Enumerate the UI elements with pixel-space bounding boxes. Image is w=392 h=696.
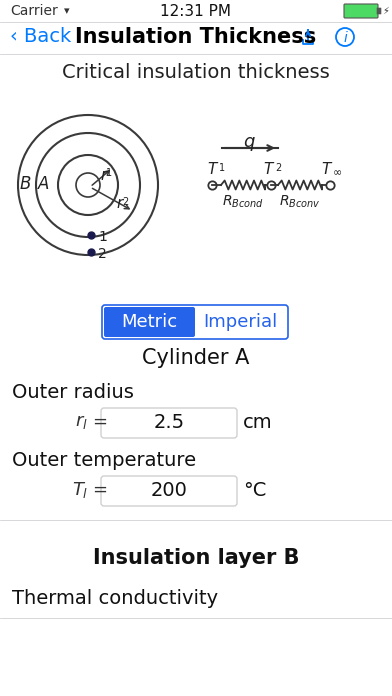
Text: 2: 2 (122, 197, 128, 207)
Text: q: q (243, 133, 255, 151)
Text: r: r (100, 168, 106, 182)
Text: =: = (92, 413, 107, 431)
Text: T: T (321, 162, 331, 177)
Text: ‹ Back: ‹ Back (10, 28, 71, 47)
Text: 2: 2 (275, 163, 281, 173)
Text: Carrier: Carrier (10, 4, 58, 18)
Text: Thermal conductivity: Thermal conductivity (12, 589, 218, 608)
Text: i: i (343, 31, 347, 45)
Text: Insulation layer B: Insulation layer B (93, 548, 299, 568)
FancyBboxPatch shape (101, 476, 237, 506)
Text: B: B (19, 175, 31, 193)
FancyBboxPatch shape (377, 8, 381, 15)
FancyBboxPatch shape (104, 307, 195, 337)
Text: Outer radius: Outer radius (12, 383, 134, 402)
Text: r: r (116, 196, 122, 210)
Text: ▾: ▾ (64, 6, 70, 16)
Text: $r_l$: $r_l$ (75, 413, 88, 431)
FancyBboxPatch shape (344, 4, 378, 18)
Text: °C: °C (243, 482, 267, 500)
Text: ⚡: ⚡ (382, 6, 389, 16)
Text: Metric: Metric (121, 313, 177, 331)
Text: $R_{Bconv}$: $R_{Bconv}$ (279, 193, 321, 210)
Text: Insulation Thickness: Insulation Thickness (75, 27, 317, 47)
Text: cm: cm (243, 413, 272, 432)
Text: $R_{Bcond}$: $R_{Bcond}$ (222, 193, 264, 210)
Text: 1: 1 (98, 230, 107, 244)
Text: 2: 2 (98, 247, 107, 261)
Text: T: T (263, 162, 273, 177)
Text: Outer temperature: Outer temperature (12, 450, 196, 470)
Text: Cylinder A: Cylinder A (142, 348, 250, 368)
Text: =: = (92, 481, 107, 499)
Text: A: A (38, 175, 50, 193)
Text: 1: 1 (106, 168, 112, 178)
FancyBboxPatch shape (102, 305, 288, 339)
Text: Critical insulation thickness: Critical insulation thickness (62, 63, 330, 81)
Text: Imperial: Imperial (203, 313, 277, 331)
Text: 2.5: 2.5 (153, 413, 185, 432)
FancyBboxPatch shape (101, 408, 237, 438)
Text: 1: 1 (219, 163, 225, 173)
Text: 12:31 PM: 12:31 PM (160, 3, 232, 19)
Text: T: T (207, 162, 217, 177)
Text: 200: 200 (151, 482, 187, 500)
Text: ∞: ∞ (333, 168, 342, 178)
Text: $T_l$: $T_l$ (72, 480, 88, 500)
